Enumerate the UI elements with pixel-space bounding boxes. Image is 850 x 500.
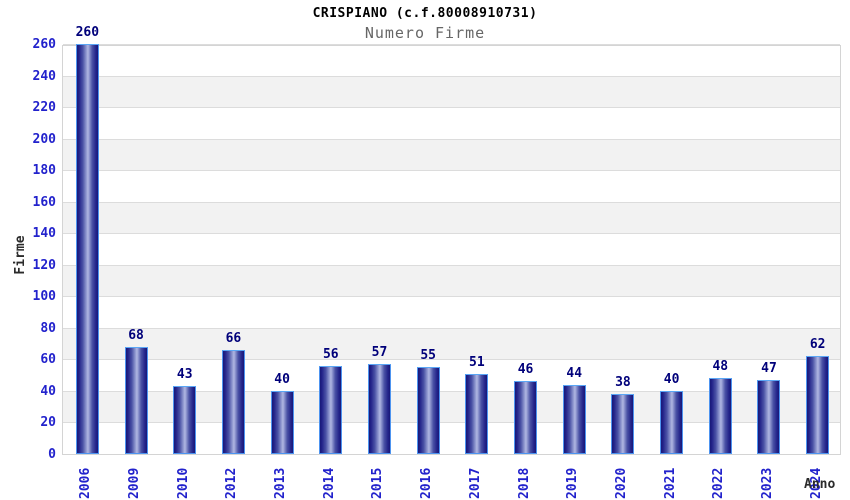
- y-gridline: [63, 75, 840, 77]
- y-gridline: [63, 107, 840, 109]
- x-tick-label: 2021: [662, 467, 678, 499]
- bar-value-label: 51: [469, 354, 485, 370]
- x-tick-label: 2014: [321, 467, 337, 499]
- y-tick-label: 80: [40, 320, 56, 336]
- bar: [465, 373, 489, 454]
- background-band: [63, 44, 840, 76]
- chart-title: CRISPIANO (c.f.80008910731): [312, 6, 538, 21]
- x-tick-label: 2010: [175, 467, 191, 499]
- y-gridline: [63, 422, 840, 424]
- bar: [757, 379, 781, 454]
- chart-subtitle: Numero Firme: [364, 24, 486, 42]
- bar-value-label: 62: [809, 337, 826, 353]
- y-tick-label: 60: [40, 352, 56, 368]
- bar-value-label: 48: [712, 359, 729, 375]
- x-tick-label: 2017: [467, 467, 483, 499]
- background-band: [63, 201, 840, 234]
- y-gridline: [63, 296, 840, 298]
- bar-value-label: 56: [322, 346, 339, 362]
- x-tick-label: 2022: [711, 467, 727, 499]
- y-gridline: [63, 201, 840, 203]
- x-tick-label: 2016: [419, 467, 435, 499]
- x-tick-label: 2015: [370, 467, 386, 499]
- x-tick-label: 2023: [759, 467, 775, 499]
- background-band: [63, 138, 840, 171]
- y-tick-label: 140: [32, 226, 56, 242]
- y-tick-label: 0: [48, 447, 56, 462]
- bar: [173, 386, 197, 454]
- bar-value-label: 55: [420, 348, 436, 364]
- x-tick-label: 2013: [273, 467, 289, 499]
- y-tick-label: 240: [32, 68, 56, 84]
- y-tick-label: 160: [32, 194, 56, 210]
- bar: [660, 390, 684, 454]
- x-tick-label: 2006: [78, 467, 94, 499]
- x-tick-label: 2018: [516, 467, 532, 499]
- bar-value-label: 66: [225, 330, 242, 346]
- bar: [708, 378, 732, 454]
- bar-value-label: 47: [761, 360, 777, 376]
- bar: [319, 365, 343, 454]
- bar: [611, 394, 635, 454]
- x-axis-title: Anno: [804, 477, 836, 492]
- y-gridline: [63, 138, 840, 140]
- plot-area: 260 68 43 66 40 56 57 55 51 46 44 38 40 48 47 62: [62, 26, 841, 455]
- bar-value-label: 38: [615, 375, 631, 391]
- y-tick-label: 40: [40, 383, 56, 399]
- background-band: [63, 107, 840, 139]
- x-tick-label: 2019: [565, 467, 581, 499]
- bar: [367, 364, 391, 454]
- bar-value-label: 40: [274, 371, 290, 387]
- bar: [270, 390, 294, 454]
- y-tick-label: 260: [32, 37, 56, 52]
- background-band: [63, 75, 840, 108]
- x-tick-label: 2012: [224, 467, 240, 499]
- y-tick-label: 100: [32, 289, 56, 305]
- y-gridline: [63, 233, 840, 235]
- bar-value-label: 43: [176, 367, 193, 383]
- x-tick-label: 2020: [613, 467, 629, 499]
- bar: [124, 346, 148, 454]
- y-tick-label: 120: [32, 257, 56, 273]
- bar-value-label: 40: [663, 371, 680, 387]
- y-tick-label: 220: [32, 100, 56, 116]
- background-band: [63, 233, 840, 265]
- bar: [416, 367, 440, 454]
- bar-value-label: 44: [566, 365, 583, 381]
- y-tick-label: 180: [32, 163, 56, 179]
- y-gridline: [63, 170, 840, 172]
- bar-value-label: 68: [128, 327, 144, 343]
- background-band: [63, 296, 840, 328]
- y-gridline: [63, 359, 840, 361]
- bar: [806, 356, 830, 454]
- background-band: [63, 327, 840, 360]
- y-gridline: [63, 264, 840, 266]
- bar-value-label: 46: [517, 362, 534, 378]
- background-band: [63, 264, 840, 297]
- bar-value-label: 57: [371, 345, 388, 361]
- y-gridline: [63, 44, 840, 45]
- bar: [562, 384, 586, 454]
- bar: [221, 349, 245, 454]
- y-tick-label: 20: [40, 415, 56, 431]
- y-gridline: [63, 327, 840, 329]
- background-band: [63, 170, 840, 202]
- bar: [75, 44, 99, 454]
- y-gridline: [63, 390, 840, 392]
- x-tick-label: 2009: [127, 467, 143, 499]
- bar: [514, 381, 538, 454]
- y-tick-label: 200: [32, 131, 56, 147]
- bar-value-label: 260: [75, 25, 100, 40]
